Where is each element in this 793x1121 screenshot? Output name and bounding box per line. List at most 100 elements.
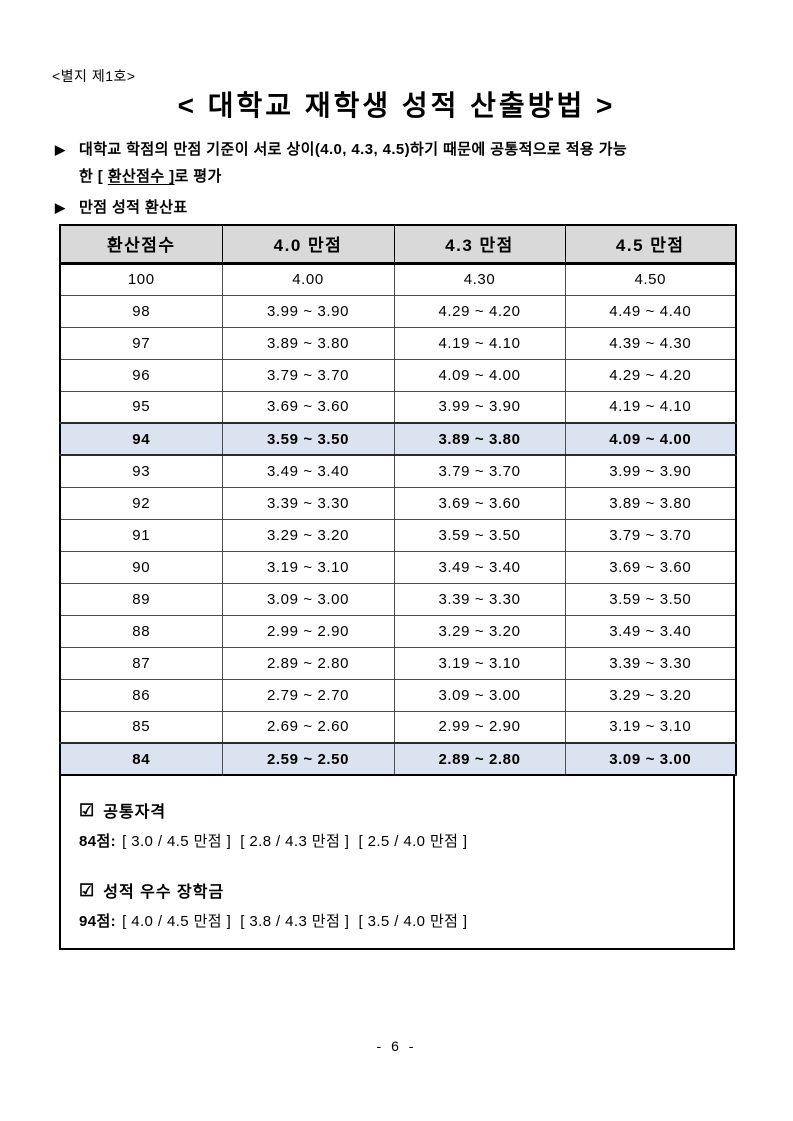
table-row: 90 3.19 ~ 3.10 3.49 ~ 3.40 3.69 ~ 3.60 bbox=[59, 550, 737, 584]
score-cell: 84 bbox=[59, 742, 223, 776]
table-row: 88 2.99 ~ 2.90 3.29 ~ 3.20 3.49 ~ 3.40 bbox=[59, 614, 737, 648]
table-row: 98 3.99 ~ 3.90 4.29 ~ 4.20 4.49 ~ 4.40 bbox=[59, 294, 737, 328]
range-cell-4-0: 3.89 ~ 3.80 bbox=[221, 326, 395, 360]
score-cell: 89 bbox=[59, 582, 223, 616]
range-cell-4-0: 3.59 ~ 3.50 bbox=[221, 422, 395, 456]
table-row: 94 3.59 ~ 3.50 3.89 ~ 3.80 4.09 ~ 4.00 bbox=[59, 422, 737, 456]
table-row: 84 2.59 ~ 2.50 2.89 ~ 2.80 3.09 ~ 3.00 bbox=[59, 742, 737, 776]
score-cell: 85 bbox=[59, 710, 223, 744]
range-cell-4-0: 2.89 ~ 2.80 bbox=[221, 646, 395, 680]
note-score-line: 84점: [ 3.0 / 4.5 만점 ] [ 2.8 / 4.3 만점 ] [ … bbox=[79, 830, 715, 851]
score-cell: 88 bbox=[59, 614, 223, 648]
range-cell-4-5: 4.49 ~ 4.40 bbox=[564, 294, 737, 328]
range-cell-4-3: 3.19 ~ 3.10 bbox=[393, 646, 566, 680]
page-number: - 6 - bbox=[376, 1038, 417, 1054]
range-cell-4-0: 3.09 ~ 3.00 bbox=[221, 582, 395, 616]
conversion-table: 환산점수 4.0 만점 4.3 만점 4.5 만점 100 4.00 4.30 4.5… bbox=[59, 224, 737, 776]
range-cell-4-5: 3.09 ~ 3.00 bbox=[564, 742, 737, 776]
header-4-3-scale: 4.3 만점 bbox=[393, 224, 566, 265]
header-4-0-scale: 4.0 만점 bbox=[221, 224, 395, 265]
table-row: 91 3.29 ~ 3.20 3.59 ~ 3.50 3.79 ~ 3.70 bbox=[59, 518, 737, 552]
range-cell-4-3: 4.29 ~ 4.20 bbox=[393, 294, 566, 328]
score-cell: 100 bbox=[59, 262, 223, 296]
note-common-qualification: ☑ 공통자격 84점: [ 3.0 / 4.5 만점 ] [ 2.8 / 4.3 … bbox=[79, 798, 715, 851]
range-cell-4-5: 3.49 ~ 3.40 bbox=[564, 614, 737, 648]
table-row: 89 3.09 ~ 3.00 3.39 ~ 3.30 3.59 ~ 3.50 bbox=[59, 582, 737, 616]
score-cell: 97 bbox=[59, 326, 223, 360]
range-cell-4-3: 2.99 ~ 2.90 bbox=[393, 710, 566, 744]
score-cell: 93 bbox=[59, 454, 223, 488]
range-cell-4-0: 2.99 ~ 2.90 bbox=[221, 614, 395, 648]
note-score-line: 94점: [ 4.0 / 4.5 만점 ] [ 3.8 / 4.3 만점 ] [ … bbox=[79, 910, 715, 931]
range-cell-4-0: 3.29 ~ 3.20 bbox=[221, 518, 395, 552]
table-header-row: 환산점수 4.0 만점 4.3 만점 4.5 만점 bbox=[59, 224, 737, 265]
range-cell-4-3: 3.99 ~ 3.90 bbox=[393, 390, 566, 424]
score-cell: 87 bbox=[59, 646, 223, 680]
range-cell-4-0: 2.59 ~ 2.50 bbox=[221, 742, 395, 776]
range-cell-4-0: 3.49 ~ 3.40 bbox=[221, 454, 395, 488]
conversion-table-body: 100 4.00 4.30 4.50 98 3.99 ~ 3.90 4.29 ~ 4.20 4… bbox=[59, 262, 737, 776]
range-cell-4-5: 3.19 ~ 3.10 bbox=[564, 710, 737, 744]
header-conversion-score: 환산점수 bbox=[59, 224, 223, 265]
bullet-table-label: ▶ 만점 성적 환산표 bbox=[55, 194, 755, 221]
score-cell: 92 bbox=[59, 486, 223, 520]
range-cell-4-0: 2.79 ~ 2.70 bbox=[221, 678, 395, 712]
range-cell-4-5: 4.29 ~ 4.20 bbox=[564, 358, 737, 392]
note-score-label: 94점: bbox=[79, 913, 117, 930]
score-cell: 94 bbox=[59, 422, 223, 456]
score-cell: 96 bbox=[59, 358, 223, 392]
table-row: 92 3.39 ~ 3.30 3.69 ~ 3.60 3.89 ~ 3.80 bbox=[59, 486, 737, 520]
page-title: < 대학교 재학생 성적 산출방법 > bbox=[177, 90, 616, 121]
note-scholarship: ☑ 성적 우수 장학금 94점: [ 4.0 / 4.5 만점 ] [ 3.8 /… bbox=[79, 878, 715, 931]
range-cell-4-0: 3.19 ~ 3.10 bbox=[221, 550, 395, 584]
range-cell-4-3: 3.09 ~ 3.00 bbox=[393, 678, 566, 712]
range-cell-4-3: 3.49 ~ 3.40 bbox=[393, 550, 566, 584]
range-cell-4-3: 3.29 ~ 3.20 bbox=[393, 614, 566, 648]
range-cell-4-3: 3.89 ~ 3.80 bbox=[393, 422, 566, 456]
range-cell-4-5: 4.50 bbox=[564, 262, 737, 296]
table-row: 100 4.00 4.30 4.50 bbox=[59, 262, 737, 296]
range-cell-4-0: 3.69 ~ 3.60 bbox=[221, 390, 395, 424]
range-cell-4-5: 4.19 ~ 4.10 bbox=[564, 390, 737, 424]
notes-box: ☑ 공통자격 84점: [ 3.0 / 4.5 만점 ] [ 2.8 / 4.3 … bbox=[59, 774, 735, 950]
checkbox-checked-icon: ☑ bbox=[79, 880, 96, 900]
note-title-text: 성적 우수 장학금 bbox=[103, 884, 225, 901]
header-4-5-scale: 4.5 만점 bbox=[564, 224, 737, 265]
score-cell: 90 bbox=[59, 550, 223, 584]
table-row: 85 2.69 ~ 2.60 2.99 ~ 2.90 3.19 ~ 3.10 bbox=[59, 710, 737, 744]
bullet-conversion-note: ▶ 대학교 학점의 만점 기준이 서로 상이(4.0, 4.3, 4.5)하기 … bbox=[55, 136, 755, 190]
note-score-label: 84점: bbox=[79, 833, 117, 850]
range-cell-4-3: 3.79 ~ 3.70 bbox=[393, 454, 566, 488]
note-ranges: [ 4.0 / 4.5 만점 ] [ 3.8 / 4.3 만점 ] [ 3.5 … bbox=[122, 913, 468, 930]
range-cell-4-0: 2.69 ~ 2.60 bbox=[221, 710, 395, 744]
range-cell-4-3: 3.69 ~ 3.60 bbox=[393, 486, 566, 520]
range-cell-4-5: 4.09 ~ 4.00 bbox=[564, 422, 737, 456]
score-cell: 86 bbox=[59, 678, 223, 712]
range-cell-4-3: 3.59 ~ 3.50 bbox=[393, 518, 566, 552]
bullet-triangle-icon: ▶ bbox=[55, 200, 66, 215]
range-cell-4-5: 3.99 ~ 3.90 bbox=[564, 454, 737, 488]
intro-section: ▶ 대학교 학점의 만점 기준이 서로 상이(4.0, 4.3, 4.5)하기 … bbox=[55, 136, 755, 221]
range-cell-4-0: 3.99 ~ 3.90 bbox=[221, 294, 395, 328]
attachment-label: <별지 제1호> bbox=[52, 68, 136, 84]
table-row: 95 3.69 ~ 3.60 3.99 ~ 3.90 4.19 ~ 4.10 bbox=[59, 390, 737, 424]
range-cell-4-5: 3.29 ~ 3.20 bbox=[564, 678, 737, 712]
table-row: 97 3.89 ~ 3.80 4.19 ~ 4.10 4.39 ~ 4.30 bbox=[59, 326, 737, 360]
bullet-triangle-icon: ▶ bbox=[55, 142, 66, 157]
range-cell-4-5: 3.89 ~ 3.80 bbox=[564, 486, 737, 520]
score-cell: 98 bbox=[59, 294, 223, 328]
table-row: 87 2.89 ~ 2.80 3.19 ~ 3.10 3.39 ~ 3.30 bbox=[59, 646, 737, 680]
bullet-line2-suffix: 로 평가 bbox=[174, 168, 222, 185]
table-row: 96 3.79 ~ 3.70 4.09 ~ 4.00 4.29 ~ 4.20 bbox=[59, 358, 737, 392]
range-cell-4-3: 3.39 ~ 3.30 bbox=[393, 582, 566, 616]
bullet-line2-prefix: 한 [ bbox=[79, 168, 108, 185]
score-cell: 91 bbox=[59, 518, 223, 552]
underlined-term: 환산점수 ] bbox=[107, 168, 175, 185]
bullet-table-label-text: 만점 성적 환산표 bbox=[79, 199, 188, 216]
bullet-conversion-text: 대학교 학점의 만점 기준이 서로 상이(4.0, 4.3, 4.5)하기 때문… bbox=[79, 136, 755, 190]
range-cell-4-3: 2.89 ~ 2.80 bbox=[393, 742, 566, 776]
range-cell-4-3: 4.09 ~ 4.00 bbox=[393, 358, 566, 392]
range-cell-4-0: 4.00 bbox=[221, 262, 395, 296]
range-cell-4-3: 4.19 ~ 4.10 bbox=[393, 326, 566, 360]
